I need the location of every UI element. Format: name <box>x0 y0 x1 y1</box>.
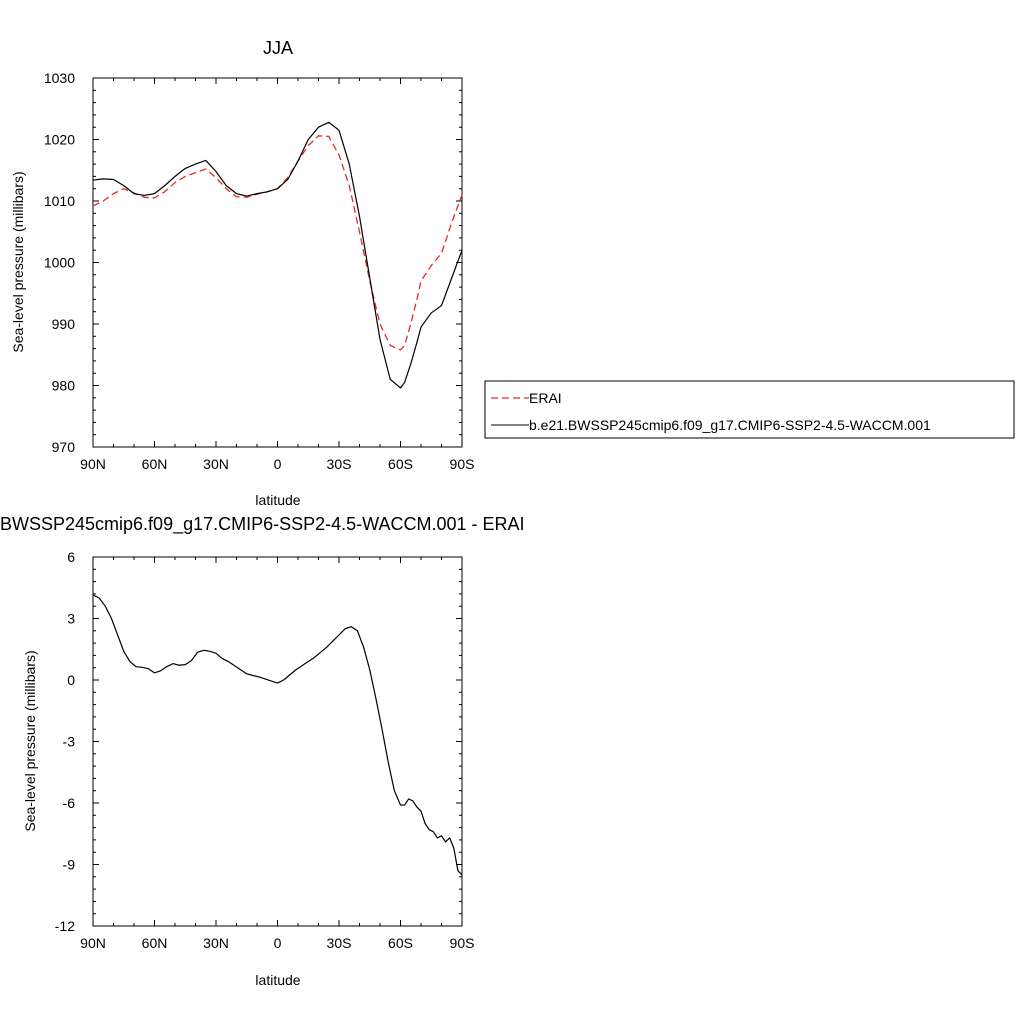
x-tick-label: 90S <box>450 456 475 472</box>
y-tick-label: -12 <box>55 918 75 934</box>
x-axis-label: latitude <box>255 972 300 988</box>
y-tick-label: 990 <box>52 316 76 332</box>
y-axis-label: Sea-level pressure (millibars) <box>10 171 26 352</box>
chart-title: BWSSP245cmip6.f09_g17.CMIP6-SSP2-4.5-WAC… <box>0 514 525 535</box>
tick-labels: 90N 60N 30N 0 30S 60S 90S 970 980 990 1000 1010 1020… <box>44 70 475 472</box>
x-tick-label: 30N <box>203 935 229 951</box>
x-tick-label: 30S <box>327 456 352 472</box>
legend: ERAI b.e21.BWSSP245cmip6.f09_g17.CMIP6-S… <box>484 380 1015 439</box>
tick-labels: 90N 60N 30N 0 30S 60S 90S -12 -9 -6 -3 0 3 6 <box>55 549 475 951</box>
x-tick-label: 90S <box>450 935 475 951</box>
x-tick-label: 60N <box>142 935 168 951</box>
x-tick-label: 60N <box>142 456 168 472</box>
panel-bottom: BWSSP245cmip6.f09_g17.CMIP6-SSP2-4.5-WAC… <box>0 514 525 988</box>
series-group <box>92 594 463 876</box>
plot-frame <box>92 77 463 448</box>
x-tick-label: 90N <box>80 456 106 472</box>
x-tick-label: 60S <box>388 456 413 472</box>
y-tick-label: 1010 <box>44 193 75 209</box>
x-tick-label: 60S <box>388 935 413 951</box>
y-tick-label: 980 <box>52 378 76 394</box>
y-tick-label: 970 <box>52 439 76 455</box>
y-tick-label: -6 <box>63 795 76 811</box>
y-tick-label: 1030 <box>44 70 75 86</box>
y-axis-label: Sea-level pressure (millibars) <box>22 650 38 831</box>
y-tick-label: 6 <box>67 549 75 565</box>
legend-label-erai: ERAI <box>529 390 562 406</box>
x-tick-label: 30N <box>203 456 229 472</box>
x-tick-label: 0 <box>274 935 282 951</box>
series-line <box>92 135 463 351</box>
legend-box <box>484 380 1015 439</box>
panel-top: JJA 90N 60N 30N 0 30S 60S 90S 970 980 990 1000 1010… <box>10 38 474 508</box>
x-axis-label: latitude <box>255 492 300 508</box>
series-line <box>92 121 463 389</box>
x-tick-label: 30S <box>327 935 352 951</box>
legend-label-model: b.e21.BWSSP245cmip6.f09_g17.CMIP6-SSP2-4… <box>529 417 931 433</box>
y-tick-label: 1020 <box>44 132 75 148</box>
y-tick-label: -9 <box>63 857 76 873</box>
series-group <box>92 121 463 389</box>
y-tick-label: 0 <box>67 672 75 688</box>
plot-frame <box>92 556 463 927</box>
y-tick-label: 3 <box>67 611 75 627</box>
series-line <box>92 594 463 876</box>
y-tick-label: -3 <box>63 734 76 750</box>
tick-marks <box>92 77 463 448</box>
tick-marks <box>92 556 463 927</box>
chart-title: JJA <box>263 38 293 58</box>
x-tick-label: 0 <box>274 456 282 472</box>
y-tick-label: 1000 <box>44 255 75 271</box>
x-tick-label: 90N <box>80 935 106 951</box>
